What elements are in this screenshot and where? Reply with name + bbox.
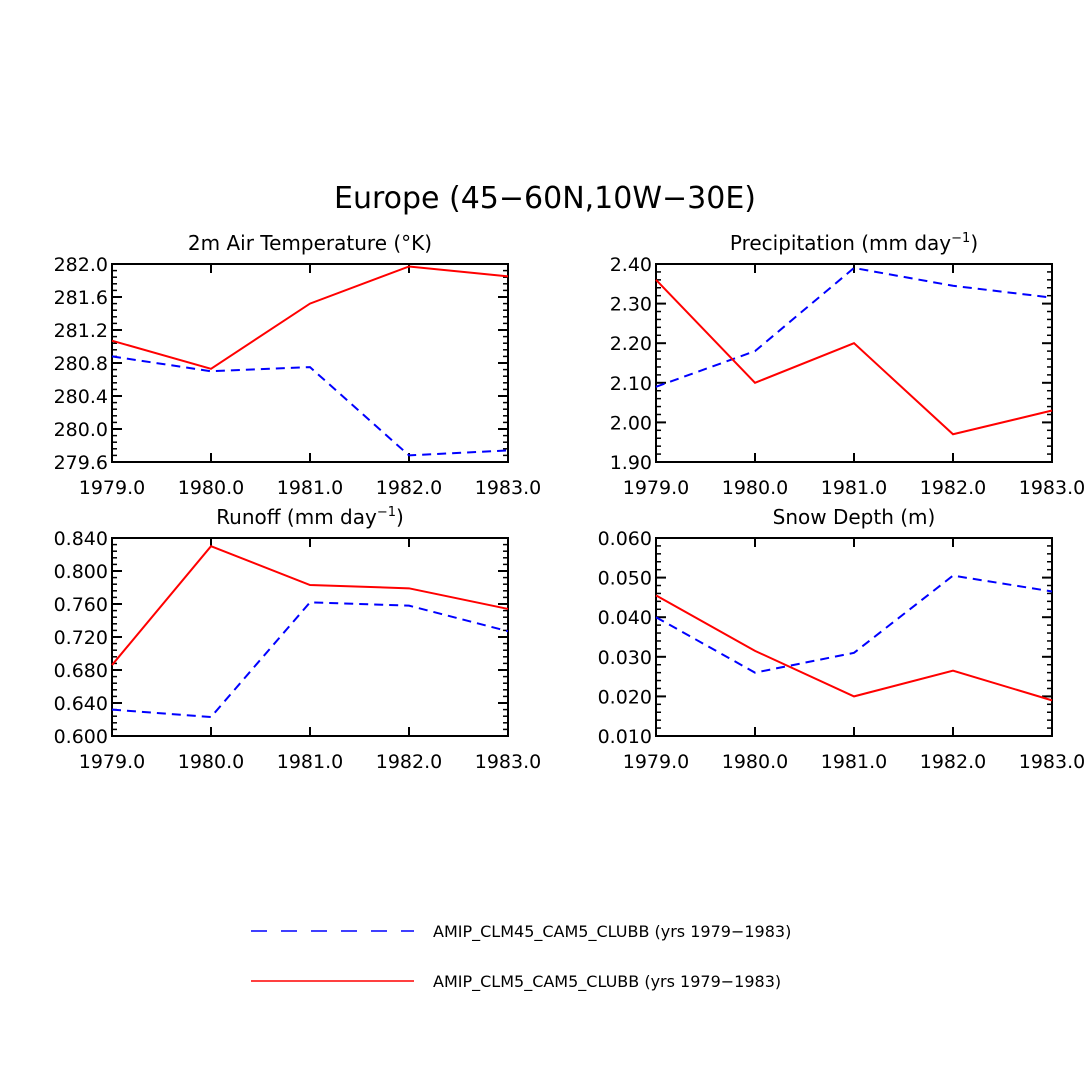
chart-title-main: 2m Air Temperature (°K) xyxy=(188,231,432,255)
y-tick-label: 280.4 xyxy=(54,386,108,408)
y-tick-label: 0.030 xyxy=(598,647,652,669)
chart-title-superscript: −1 xyxy=(951,231,970,246)
figure-title: Europe (45−60N,10W−30E) xyxy=(334,181,756,216)
y-tick-label: 0.050 xyxy=(598,568,652,590)
series-line-2 xyxy=(111,545,509,666)
series-line-2 xyxy=(655,279,1053,436)
chart-precipitation-mm-day: Precipitation (mm day−1) 1979.0 1980.0 1981… xyxy=(610,231,1086,499)
plot-frame xyxy=(111,537,509,737)
legend-entry-1: AMIP_CLM45_CAM5_CLUBB (yrs 1979−1983) xyxy=(251,922,791,942)
y-tick-label: 2.00 xyxy=(610,412,652,434)
y-tick-label: 280.0 xyxy=(54,419,108,441)
x-tick-label: 1980.0 xyxy=(722,477,788,499)
y-tick-label: 2.10 xyxy=(610,373,652,395)
series-line-1 xyxy=(111,355,509,457)
x-tick-label: 1979.0 xyxy=(623,477,689,499)
plot-frame xyxy=(655,537,1053,737)
x-tick-label: 1979.0 xyxy=(79,751,145,773)
y-tick-label: 282.0 xyxy=(54,254,108,276)
x-tick-label: 1981.0 xyxy=(277,751,343,773)
x-tick-label: 1981.0 xyxy=(277,477,343,499)
y-tick-label: 0.040 xyxy=(598,607,652,629)
y-tick-label: 2.30 xyxy=(610,294,652,316)
chart-title-tail: ) xyxy=(970,231,978,255)
chart-2m-air-temperature-k: 2m Air Temperature (°K) 1979.0 1980.0 1981.… xyxy=(54,231,542,499)
series-line-2 xyxy=(111,265,509,370)
legend-label: AMIP_CLM45_CAM5_CLUBB (yrs 1979−1983) xyxy=(433,922,791,942)
chart-panels: 2m Air Temperature (°K) 1979.0 1980.0 1981.… xyxy=(54,231,1086,773)
x-tick-label: 1979.0 xyxy=(623,751,689,773)
chart-title-main: Snow Depth (m) xyxy=(773,505,936,529)
chart-snow-depth-m: Snow Depth (m) 1979.0 1980.0 1981.0 1982.0 19… xyxy=(598,505,1086,773)
y-tick-label: 279.6 xyxy=(54,452,108,474)
x-tick-label: 1982.0 xyxy=(376,477,442,499)
y-tick-label: 0.640 xyxy=(54,693,108,715)
y-tick-label: 0.760 xyxy=(54,594,108,616)
chart-title-superscript: −1 xyxy=(377,505,396,520)
y-tick-label: 2.40 xyxy=(610,254,652,276)
y-tick-label: 0.720 xyxy=(54,627,108,649)
y-tick-label: 281.2 xyxy=(54,320,108,342)
y-tick-label: 0.060 xyxy=(598,528,652,550)
chart-title: Precipitation (mm day−1) xyxy=(730,231,978,255)
chart-runoff-mm-day: Runoff (mm day−1) 1979.0 1980.0 1981.0 1982.… xyxy=(54,505,542,773)
x-tick-label: 1980.0 xyxy=(722,751,788,773)
y-tick-label: 0.840 xyxy=(54,528,108,550)
x-tick-label: 1983.0 xyxy=(1019,477,1085,499)
y-tick-label: 1.90 xyxy=(610,452,652,474)
x-tick-label: 1982.0 xyxy=(920,477,986,499)
series-line-1 xyxy=(111,601,509,719)
y-tick-label: 281.6 xyxy=(54,287,108,309)
x-tick-label: 1981.0 xyxy=(821,751,887,773)
x-tick-label: 1982.0 xyxy=(920,751,986,773)
chart-title: Runoff (mm day−1) xyxy=(216,505,404,529)
plot-frame xyxy=(655,263,1053,463)
legend: AMIP_CLM45_CAM5_CLUBB (yrs 1979−1983) AMI… xyxy=(251,922,791,992)
x-tick-label: 1979.0 xyxy=(79,477,145,499)
x-tick-label: 1980.0 xyxy=(178,477,244,499)
x-tick-label: 1983.0 xyxy=(475,751,541,773)
y-tick-label: 280.8 xyxy=(54,353,108,375)
chart-title-main: Precipitation (mm day xyxy=(730,231,951,255)
chart-title: Snow Depth (m) xyxy=(773,505,936,529)
legend-entry-2: AMIP_CLM5_CAM5_CLUBB (yrs 1979−1983) xyxy=(251,972,781,992)
chart-title-tail: ) xyxy=(396,505,404,529)
series-line-2 xyxy=(655,594,1053,702)
chart-title: 2m Air Temperature (°K) xyxy=(188,231,432,255)
y-tick-label: 0.010 xyxy=(598,726,652,748)
series-line-1 xyxy=(655,266,1053,388)
y-tick-label: 0.800 xyxy=(54,561,108,583)
plot-frame xyxy=(111,263,509,463)
chart-title-main: Runoff (mm day xyxy=(216,505,377,529)
y-tick-label: 0.020 xyxy=(598,686,652,708)
x-tick-label: 1981.0 xyxy=(821,477,887,499)
x-tick-label: 1980.0 xyxy=(178,751,244,773)
x-tick-label: 1983.0 xyxy=(1019,751,1085,773)
y-tick-label: 0.600 xyxy=(54,726,108,748)
y-tick-label: 0.680 xyxy=(54,660,108,682)
series-line-1 xyxy=(655,574,1053,674)
x-tick-label: 1983.0 xyxy=(475,477,541,499)
y-tick-label: 2.20 xyxy=(610,333,652,355)
x-tick-label: 1982.0 xyxy=(376,751,442,773)
legend-label: AMIP_CLM5_CAM5_CLUBB (yrs 1979−1983) xyxy=(433,972,781,992)
